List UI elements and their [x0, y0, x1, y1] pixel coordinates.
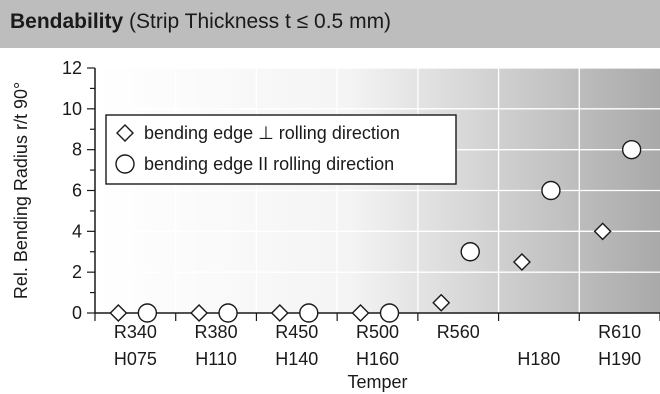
x-tick-label: R380: [195, 322, 238, 342]
data-point-circle: [137, 303, 158, 323]
y-tick-label: 12: [62, 58, 82, 78]
x-tick-label: H140: [275, 349, 318, 369]
data-point-diamond: [432, 293, 451, 312]
data-point-circle: [541, 180, 561, 201]
chart-title-bold: Bendability: [10, 10, 124, 33]
data-point-diamond: [593, 222, 612, 241]
data-point-circle: [621, 139, 642, 160]
x-tick-label: H190: [598, 349, 641, 369]
legend-box: [105, 114, 457, 185]
x-axis-title: Temper: [347, 372, 407, 392]
legend-marker-circle: [115, 154, 135, 174]
legend-label: bending edge ⊥ rolling direction: [144, 123, 400, 143]
x-tick-label: R340: [114, 322, 157, 342]
data-point-circle: [460, 242, 480, 262]
y-tick-label: 4: [72, 221, 82, 241]
data-point-diamond: [351, 304, 370, 322]
y-tick-label: 0: [72, 303, 82, 323]
data-point-diamond: [512, 252, 531, 271]
y-tick-label: 10: [62, 99, 82, 119]
data-point-circle: [299, 303, 319, 323]
y-axis-title: Rel. Bending Radius r/t 90°: [11, 82, 31, 299]
x-tick-label: H160: [356, 349, 399, 369]
data-point-diamond: [190, 304, 209, 322]
legend-label: bending edge II rolling direction: [144, 154, 394, 174]
chart-title-bar: Bendability (Strip Thickness t ≤ 0.5 mm): [0, 0, 660, 48]
data-point-circle: [379, 303, 400, 323]
y-tick-label: 6: [72, 181, 82, 201]
x-tick-label: R610: [598, 322, 641, 342]
data-point-diamond: [270, 304, 289, 322]
y-tick-label: 8: [72, 140, 82, 160]
legend-marker-diamond: [116, 124, 134, 142]
y-tick-label: 2: [72, 262, 82, 282]
chart-title-subtitle: (Strip Thickness t ≤ 0.5 mm): [123, 10, 392, 33]
x-tick-label: R500: [356, 322, 399, 342]
x-tick-label: R450: [275, 322, 318, 342]
x-tick-label: R560: [437, 322, 480, 342]
x-tick-label: H110: [195, 349, 237, 369]
data-point-diamond: [109, 304, 128, 322]
data-point-circle: [218, 303, 238, 323]
x-tick-label: H075: [114, 349, 157, 369]
x-tick-label: H180: [517, 349, 560, 369]
chart-title: Bendability (Strip Thickness t ≤ 0.5 mm): [10, 10, 391, 34]
